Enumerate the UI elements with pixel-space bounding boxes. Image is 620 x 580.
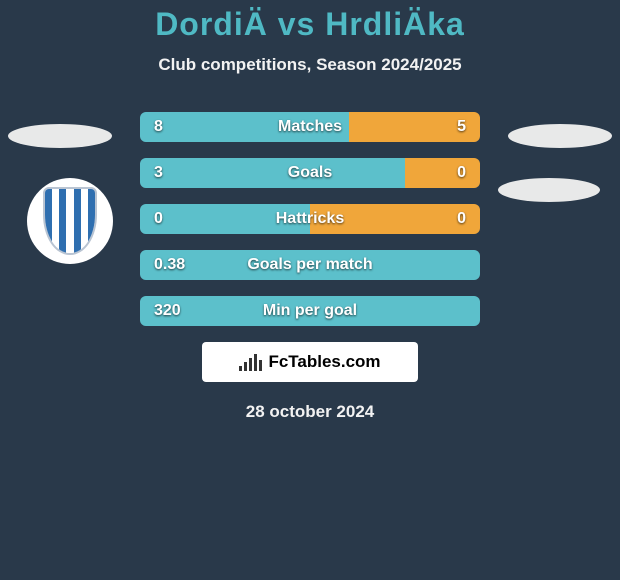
stat-row: 0.38Goals per match bbox=[140, 250, 480, 280]
stat-value-right: 0 bbox=[457, 210, 466, 228]
club-shield-icon bbox=[43, 187, 96, 254]
stat-label: Matches bbox=[140, 118, 480, 136]
chart-bars-icon bbox=[239, 353, 262, 371]
player-left-avatar-placeholder bbox=[8, 124, 112, 148]
stat-row: 8Matches5 bbox=[140, 112, 480, 142]
comparison-title: DordiÄ vs HrdliÄka bbox=[0, 0, 620, 43]
player-left-club-badge bbox=[27, 178, 113, 264]
stat-row: 320Min per goal bbox=[140, 296, 480, 326]
stat-value-right: 0 bbox=[457, 164, 466, 182]
brand-text: FcTables.com bbox=[268, 352, 380, 372]
stat-row: 0Hattricks0 bbox=[140, 204, 480, 234]
stat-label: Goals per match bbox=[140, 256, 480, 274]
comparison-date: 28 october 2024 bbox=[0, 402, 620, 422]
stat-label: Goals bbox=[140, 164, 480, 182]
brand-box: FcTables.com bbox=[202, 342, 418, 382]
stat-row: 3Goals0 bbox=[140, 158, 480, 188]
stat-value-right: 5 bbox=[457, 118, 466, 136]
stat-label: Hattricks bbox=[140, 210, 480, 228]
stat-label: Min per goal bbox=[140, 302, 480, 320]
player-right-avatar-placeholder bbox=[508, 124, 612, 148]
comparison-subtitle: Club competitions, Season 2024/2025 bbox=[0, 55, 620, 75]
player-right-club-placeholder bbox=[498, 178, 600, 202]
